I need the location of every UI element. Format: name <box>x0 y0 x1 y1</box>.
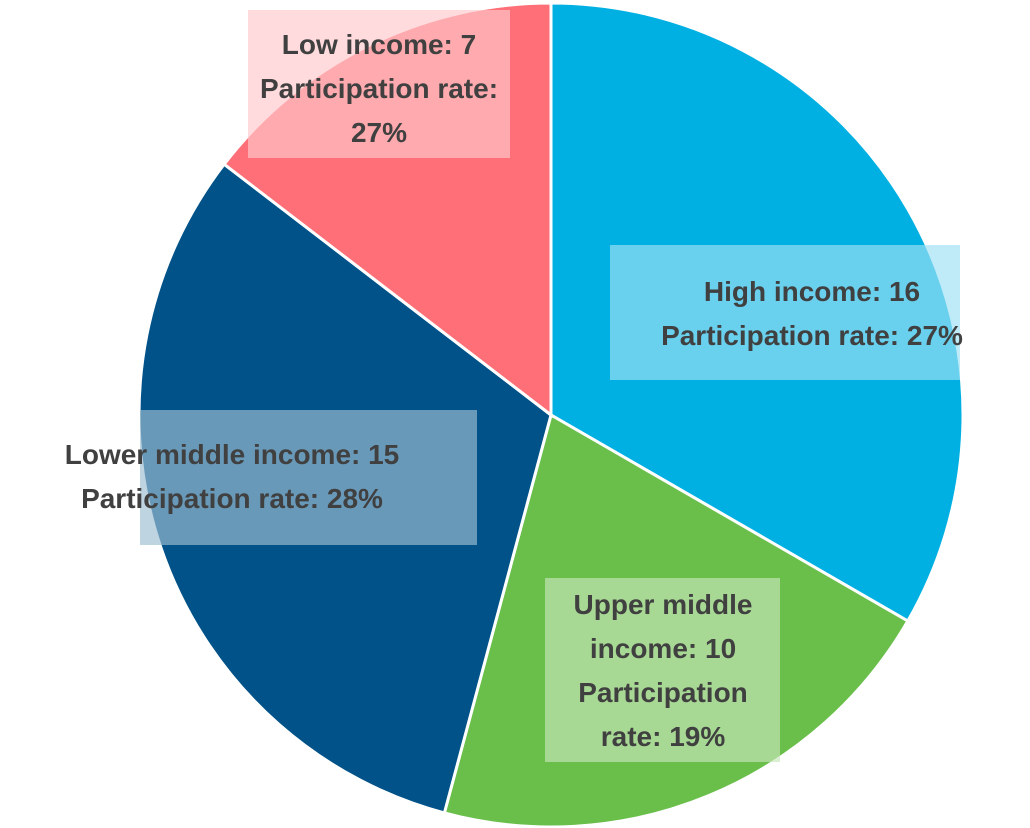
slice-label: Low income: 7 Participation rate: 27% <box>254 23 504 155</box>
label-backdrop <box>140 410 477 545</box>
label-box <box>248 10 510 158</box>
rate-label: Participation rate: 27% <box>661 320 963 351</box>
slice-label: Lower middle income: 15 Participation rat… <box>12 433 452 521</box>
slice-label: Upper middle income: 10 Participation rat… <box>548 583 778 759</box>
label-backdrop <box>248 10 510 158</box>
rate-label: Participation rate: 19% <box>578 677 748 752</box>
slice-label: High income: 16 Participation rate: 27% <box>602 270 1022 358</box>
value-label: Lower middle income: 15 <box>64 439 400 470</box>
label-box <box>140 410 477 545</box>
value-label: High income: 16 <box>703 276 921 307</box>
rate-label: Participation rate: 28% <box>81 483 383 514</box>
label-backdrop <box>610 245 960 380</box>
value-label: Upper middle income: 10 <box>573 589 753 664</box>
label-backdrop <box>545 578 780 762</box>
label-box <box>545 578 780 762</box>
rate-label: Participation rate: 27% <box>259 73 499 148</box>
label-box <box>610 245 960 380</box>
value-label: Low income: 7 <box>281 29 477 60</box>
